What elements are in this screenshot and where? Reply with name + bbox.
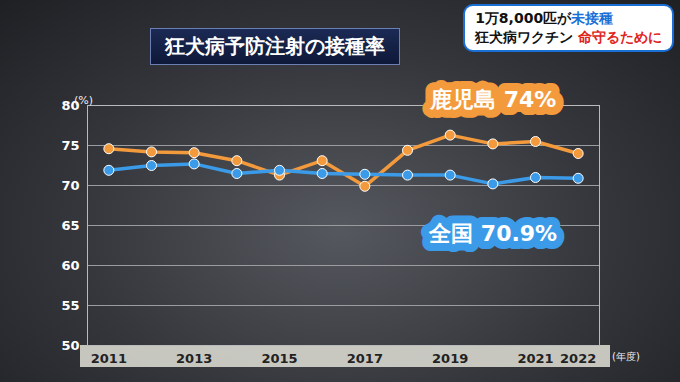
svg-text:2017: 2017 — [347, 351, 383, 366]
svg-text:2021: 2021 — [517, 351, 553, 366]
svg-text:2013: 2013 — [176, 351, 212, 366]
svg-text:80: 80 — [61, 97, 80, 113]
html-text:1万8,000匹が未接種: 1万8,000匹が未接種 — [475, 10, 614, 26]
svg-text:65: 65 — [61, 218, 79, 233]
svg-text:60: 60 — [61, 258, 79, 273]
svg-text:2011: 2011 — [91, 351, 127, 366]
svg-text:55: 55 — [61, 298, 79, 313]
svg-text:2019: 2019 — [432, 351, 468, 366]
svg-text:全国 70.9%: 全国 70.9% — [428, 221, 557, 246]
svg-text:50: 50 — [61, 338, 79, 353]
html-text:狂犬病ワクチン命守るために: 狂犬病ワクチン命守るために — [475, 29, 662, 45]
svg-text:2022: 2022 — [560, 351, 596, 366]
svg-text:鹿児島 74%: 鹿児島 74% — [429, 87, 556, 112]
html-text:狂犬病予防注射の接種率: 狂犬病予防注射の接種率 — [165, 34, 385, 58]
svg-text:75: 75 — [61, 138, 79, 153]
html-text:(年度): (年度) — [612, 351, 640, 362]
svg-text:2015: 2015 — [261, 351, 297, 366]
svg-text:70: 70 — [61, 178, 79, 193]
